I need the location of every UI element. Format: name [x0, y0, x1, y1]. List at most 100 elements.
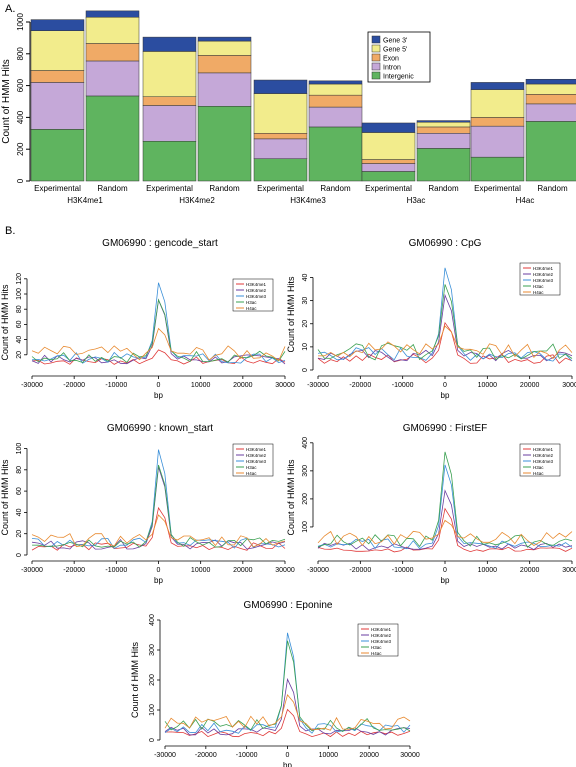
- bar-segment: [361, 122, 416, 133]
- legend-label: H3ac: [246, 300, 257, 305]
- x-tick-label: -10000: [392, 567, 414, 574]
- bar-segment: [30, 30, 85, 71]
- y-tick-label: 40: [302, 274, 309, 282]
- y-tick-label: 20: [302, 320, 309, 328]
- y-tick-label: 300: [149, 644, 156, 656]
- group-label: H3K4me3: [290, 196, 326, 205]
- bar-segment: [361, 159, 416, 164]
- x-tick-label: 20000: [359, 752, 379, 759]
- series-line: [31, 514, 286, 548]
- bar-segment: [416, 133, 471, 149]
- y-tick-label: 200: [149, 674, 156, 686]
- legend-label: Intergenic: [383, 74, 414, 81]
- legend-label: H3K4me2: [533, 453, 554, 458]
- x-tick-label: -30000: [307, 382, 329, 389]
- y-tick-label: 80: [16, 305, 23, 313]
- x-tick-label: 10000: [191, 567, 211, 574]
- bar-segment: [308, 126, 363, 182]
- legend-swatch: [371, 53, 381, 62]
- bar-segment: [525, 78, 576, 85]
- legend-label: H3ac: [533, 284, 544, 289]
- y-tick-label: 0: [149, 738, 156, 742]
- y-tick-label: 400: [16, 110, 25, 124]
- series-line: [31, 464, 286, 548]
- legend-label: H3K4me3: [533, 278, 554, 283]
- y-tick-label: 60: [16, 320, 23, 328]
- series-line: [317, 293, 573, 362]
- series-line: [31, 506, 286, 551]
- x-axis-label: bp: [441, 576, 450, 585]
- x-tick-label: 10000: [191, 382, 211, 389]
- series-line: [317, 489, 573, 551]
- group-label: H3K4me1: [67, 196, 103, 205]
- legend-label: H4ac: [533, 471, 544, 476]
- legend-label: Gene 3': [383, 38, 407, 45]
- chart-title: GM06990 : known_start: [107, 423, 213, 434]
- x-tick-label: 30000: [562, 382, 576, 389]
- legend-label: H3ac: [371, 645, 382, 650]
- legend-label: H3K4me3: [246, 459, 267, 464]
- y-tick-label: 100: [302, 521, 309, 533]
- y-tick-label: 1000: [16, 13, 25, 31]
- legend-label: Exon: [383, 56, 399, 63]
- x-tick-label: -20000: [195, 752, 217, 759]
- y-tick-label: 200: [302, 493, 309, 505]
- y-axis-label: Count of HMM Hits: [130, 641, 140, 718]
- x-tick-label: -20000: [349, 382, 371, 389]
- legend-label: H3K4me1: [533, 266, 554, 271]
- x-tick-label: 0: [443, 567, 447, 574]
- y-axis-label: Count of HMM Hits: [286, 276, 296, 353]
- series-line: [317, 284, 573, 361]
- bar-segment: [197, 55, 252, 74]
- series-line: [164, 632, 411, 734]
- series-line: [31, 298, 286, 363]
- x-tick-label: 30000: [275, 382, 295, 389]
- x-tick-label: 30000: [562, 567, 576, 574]
- bar-segment: [525, 83, 576, 95]
- bar-segment: [253, 138, 308, 159]
- bar-segment: [142, 51, 197, 97]
- x-axis-label: bp: [154, 576, 163, 585]
- y-tick-label: 100: [16, 443, 23, 455]
- legend-label: H3K4me1: [533, 447, 554, 452]
- bar-segment: [470, 125, 525, 158]
- legend-label: H3K4me3: [371, 639, 392, 644]
- x-tick-label: -30000: [307, 567, 329, 574]
- series-line: [317, 267, 573, 362]
- bar-segment: [416, 121, 471, 128]
- bar-segment: [85, 43, 140, 62]
- bar-label: Random: [428, 184, 459, 193]
- bar-segment: [470, 89, 525, 118]
- legend-label: H3K4me2: [371, 633, 392, 638]
- x-tick-label: 10000: [478, 567, 498, 574]
- bar-label: Random: [320, 184, 351, 193]
- x-tick-label: -20000: [63, 567, 85, 574]
- x-tick-label: 30000: [400, 752, 420, 759]
- y-tick-label: 0: [302, 368, 309, 372]
- y-tick-label: 100: [149, 704, 156, 716]
- bar-segment: [197, 36, 252, 42]
- series-line: [317, 507, 573, 553]
- y-tick-label: 200: [16, 142, 25, 156]
- bar-label: Random: [97, 184, 128, 193]
- y-tick-label: 0: [16, 553, 23, 557]
- y-tick-label: 20: [16, 351, 23, 359]
- legend-label: H3K4me1: [246, 447, 267, 452]
- y-tick-label: 10: [302, 343, 309, 351]
- legend-label: H3K4me2: [246, 288, 267, 293]
- x-tick-label: 10000: [478, 382, 498, 389]
- bar-segment: [308, 106, 363, 128]
- series-line: [317, 464, 573, 550]
- legend-label: H4ac: [371, 651, 382, 656]
- bar-segment: [416, 126, 471, 134]
- legend-swatch: [371, 71, 381, 80]
- bar-segment: [30, 70, 85, 83]
- bar-label: Random: [537, 184, 568, 193]
- y-axis-label: Count of HMM Hits: [286, 459, 296, 536]
- legend-label: H3K4me3: [246, 294, 267, 299]
- legend-swatch: [371, 62, 381, 71]
- x-axis-label: bp: [283, 761, 292, 767]
- group-label: H3ac: [407, 196, 426, 205]
- bar-segment: [470, 117, 525, 127]
- x-tick-label: 20000: [233, 567, 253, 574]
